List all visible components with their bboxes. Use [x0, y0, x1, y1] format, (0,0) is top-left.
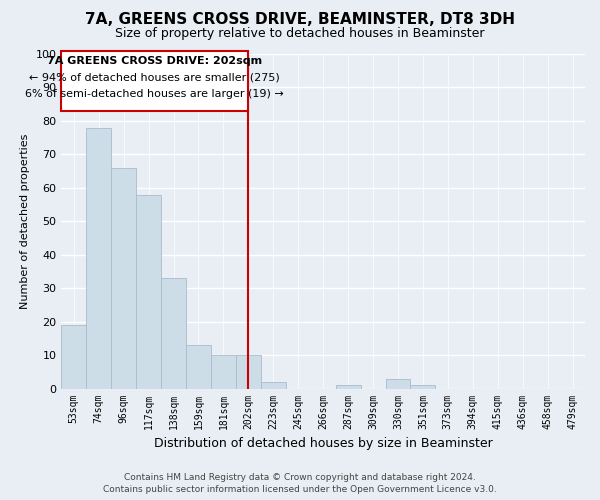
FancyBboxPatch shape — [61, 50, 248, 111]
Y-axis label: Number of detached properties: Number of detached properties — [20, 134, 30, 309]
Text: 7A GREENS CROSS DRIVE: 202sqm: 7A GREENS CROSS DRIVE: 202sqm — [47, 56, 262, 66]
X-axis label: Distribution of detached houses by size in Beaminster: Distribution of detached houses by size … — [154, 437, 493, 450]
Bar — [410, 385, 436, 388]
Bar — [136, 194, 161, 388]
Bar — [211, 355, 236, 388]
Bar — [161, 278, 186, 388]
Bar — [111, 168, 136, 388]
Bar — [386, 378, 410, 388]
Bar — [186, 345, 211, 389]
Bar — [261, 382, 286, 388]
Text: ← 94% of detached houses are smaller (275): ← 94% of detached houses are smaller (27… — [29, 72, 280, 83]
Text: Size of property relative to detached houses in Beaminster: Size of property relative to detached ho… — [115, 28, 485, 40]
Bar — [236, 355, 261, 388]
Text: 6% of semi-detached houses are larger (19) →: 6% of semi-detached houses are larger (1… — [25, 89, 284, 99]
Bar — [61, 325, 86, 388]
Bar — [335, 385, 361, 388]
Text: 7A, GREENS CROSS DRIVE, BEAMINSTER, DT8 3DH: 7A, GREENS CROSS DRIVE, BEAMINSTER, DT8 … — [85, 12, 515, 28]
Bar — [86, 128, 111, 388]
Text: Contains HM Land Registry data © Crown copyright and database right 2024.
Contai: Contains HM Land Registry data © Crown c… — [103, 472, 497, 494]
